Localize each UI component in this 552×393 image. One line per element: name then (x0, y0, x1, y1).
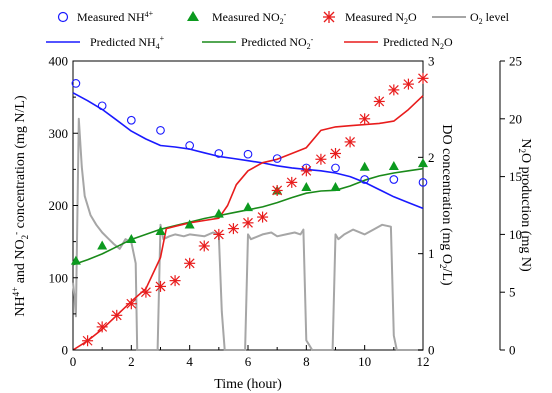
left-tick-label: 100 (49, 270, 69, 285)
legend: Measured NH4+ Measured NO2- Measured N2O… (46, 9, 510, 51)
point-measured-no2 (301, 181, 312, 191)
series-line-predicted-nh4 (72, 92, 424, 210)
point-measured-nh4 (272, 154, 282, 163)
right-axis-title-n2o: N2O production (mg N) (517, 138, 533, 272)
o2-layer (72, 117, 423, 351)
x-tick-label: 6 (245, 354, 252, 369)
point-measured-no2 (213, 208, 224, 218)
legend-marker-measured-n2o (323, 11, 335, 23)
point-measured-n2o (359, 113, 371, 125)
point-measured-nh4 (156, 126, 165, 135)
point-measured-no2 (388, 160, 399, 170)
point-measured-n2o (155, 280, 166, 292)
x-tick-label: 12 (417, 354, 430, 369)
point-measured-n2o (198, 240, 210, 252)
legend-label-measured-no2: Measured NO2- (212, 10, 287, 26)
point-measured-no2 (184, 219, 195, 229)
x-tick-label: 10 (358, 354, 371, 369)
point-measured-n2o (257, 211, 269, 223)
legend-label-predicted-nh4: Predicted NH4+ (90, 34, 165, 51)
point-measured-nh4 (389, 175, 399, 184)
n2o-tick-label: 25 (509, 54, 522, 69)
x-tick-label: 4 (186, 354, 193, 369)
point-measured-no2 (418, 158, 428, 168)
x-tick-label: 2 (128, 354, 135, 369)
n2o-tick-label: 15 (509, 169, 522, 184)
point-measured-n2o (286, 176, 298, 188)
point-measured-no2 (243, 202, 253, 212)
point-measured-n2o (388, 84, 400, 96)
point-measured-n2o (402, 78, 414, 90)
left-tick-label: 200 (49, 198, 69, 213)
marker-layer (70, 72, 429, 347)
point-measured-no2 (359, 161, 370, 171)
n2o-tick-label: 10 (509, 227, 522, 242)
point-measured-nh4 (97, 101, 107, 111)
point-measured-n2o (344, 136, 356, 148)
point-measured-n2o (300, 165, 312, 177)
x-tick-label: 0 (70, 354, 77, 369)
legend-label-predicted-no2: Predicted NO2- (241, 35, 314, 51)
point-measured-n2o (315, 153, 327, 165)
left-tick-label: 400 (49, 54, 69, 69)
left-axis-title: NH4+ and NO2- concentration (mg N/L) (10, 95, 30, 317)
n2o-tick-label: 5 (509, 285, 516, 300)
point-measured-nh4 (214, 149, 224, 158)
right-axis-title-do: DO concentration (mg O2/L) (438, 124, 454, 286)
point-measured-n2o (417, 72, 429, 84)
point-measured-n2o (373, 95, 385, 107)
point-measured-no2 (155, 226, 166, 236)
left-tick-label: 0 (62, 343, 69, 358)
point-measured-n2o (227, 223, 239, 235)
point-measured-nh4 (126, 115, 136, 125)
legend-label-measured-n2o: Measured N2O (345, 10, 417, 26)
n2o-tick-label: 20 (509, 111, 522, 126)
series-line-o2-level (72, 117, 423, 351)
point-measured-nh4 (243, 149, 253, 159)
point-measured-no2 (97, 240, 108, 250)
point-measured-n2o (82, 335, 94, 347)
point-measured-n2o (96, 321, 108, 333)
x-axis-title: Time (hour) (214, 377, 282, 392)
legend-marker-measured-nh4 (57, 11, 69, 23)
point-measured-nh4 (331, 163, 340, 173)
x-tick-label: 8 (303, 354, 310, 369)
point-measured-no2 (70, 255, 81, 265)
point-measured-n2o (242, 217, 254, 229)
point-measured-n2o (111, 309, 123, 321)
point-measured-no2 (330, 181, 341, 191)
point-measured-no2 (126, 233, 137, 243)
legend-label-measured-nh4: Measured NH4+ (77, 9, 154, 24)
do-tick-label: 3 (428, 54, 435, 69)
point-measured-nh4 (185, 141, 195, 150)
point-measured-n2o (271, 184, 283, 196)
point-measured-n2o (184, 257, 196, 269)
point-measured-nh4 (360, 175, 370, 184)
legend-label-o2: O2 level (470, 10, 510, 26)
point-measured-n2o (140, 286, 152, 298)
series-line-predicted-n2o (72, 95, 424, 351)
point-measured-nh4 (418, 178, 428, 187)
point-measured-nh4 (71, 79, 81, 88)
do-tick-label: 1 (428, 246, 435, 261)
legend-marker-measured-no2 (187, 11, 199, 21)
point-measured-n2o (169, 275, 181, 287)
point-measured-n2o (330, 147, 341, 159)
left-tick-label: 300 (49, 126, 69, 141)
point-measured-n2o (125, 298, 137, 310)
do-tick-label: 0 (428, 343, 435, 358)
legend-label-predicted-n2o: Predicted N2O (383, 35, 453, 51)
n2o-tick-label: 0 (509, 343, 516, 358)
point-measured-n2o (213, 228, 225, 240)
do-tick-label: 2 (428, 150, 435, 165)
